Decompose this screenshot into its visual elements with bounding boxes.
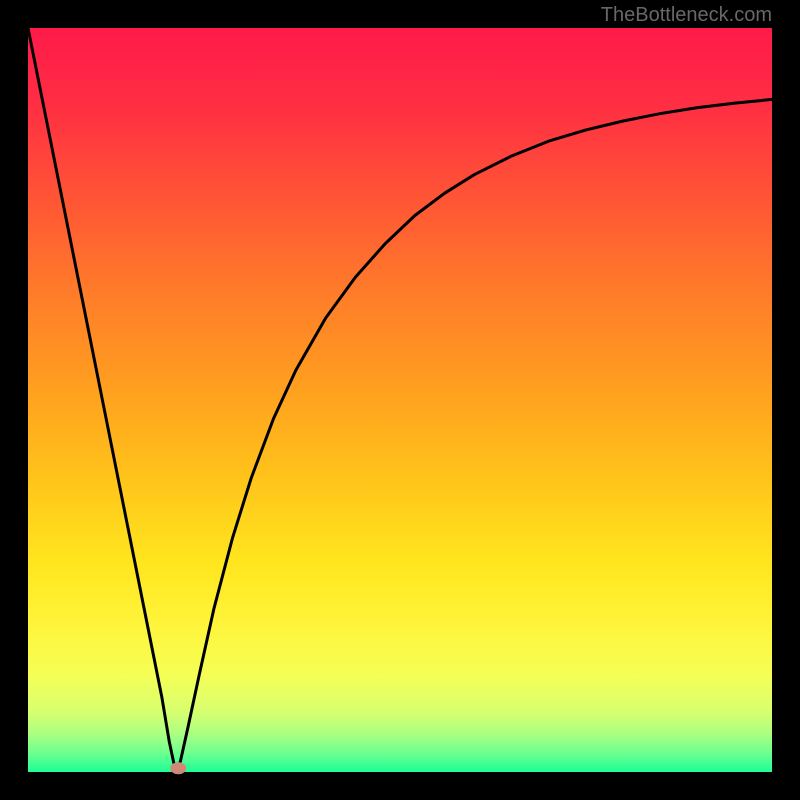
chart-svg xyxy=(0,0,800,800)
optimum-marker xyxy=(170,762,186,774)
chart-container: TheBottleneck.com xyxy=(0,0,800,800)
plot-background xyxy=(28,28,772,772)
watermark-text: TheBottleneck.com xyxy=(601,4,772,27)
